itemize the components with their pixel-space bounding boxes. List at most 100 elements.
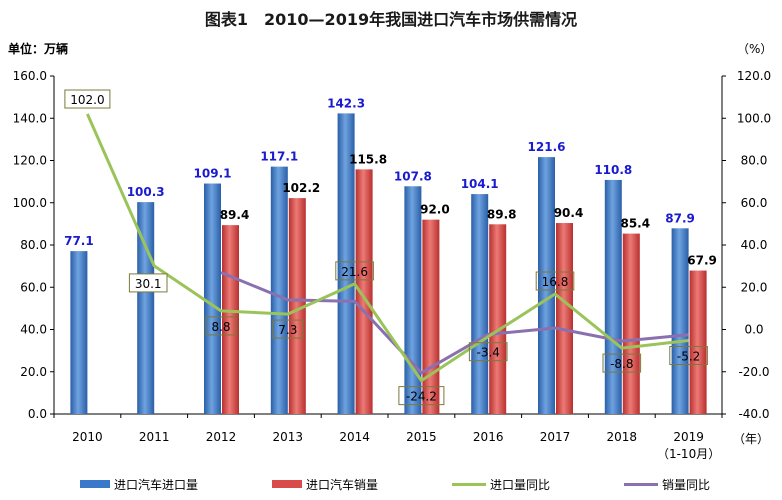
x-tick-label: 2015 bbox=[406, 430, 437, 444]
import-volume-bar bbox=[270, 166, 288, 414]
sales-volume-bar bbox=[422, 219, 440, 414]
right-tick-label: -20.0 bbox=[738, 365, 769, 379]
import-volume-label: 109.1 bbox=[194, 167, 232, 181]
import-volume-bar bbox=[404, 186, 422, 414]
import-yoy-line bbox=[86, 113, 689, 383]
legend-label-sales-yoy: 销量同比 bbox=[662, 477, 711, 492]
legend-label-import-yoy: 进口量同比 bbox=[490, 477, 551, 492]
import-yoy-label-box bbox=[602, 353, 642, 373]
import-yoy-label: -3.4 bbox=[476, 346, 499, 360]
left-axis-unit: 单位：万辆 bbox=[8, 42, 69, 56]
import-yoy-label: 8.8 bbox=[211, 320, 230, 334]
sales-volume-bar bbox=[355, 169, 373, 414]
import-yoy-label: -8.8 bbox=[610, 357, 633, 371]
import-yoy-label: 7.3 bbox=[278, 323, 297, 337]
right-tick-label: 80.0 bbox=[741, 154, 768, 168]
right-tick-label: -40.0 bbox=[738, 407, 769, 421]
right-tick-label: 120.0 bbox=[737, 69, 771, 83]
left-tick-label: 0.0 bbox=[28, 407, 47, 421]
left-tick-label: 80.0 bbox=[20, 238, 47, 252]
left-tick-label: 20.0 bbox=[20, 365, 47, 379]
x-tick-label: 2014 bbox=[339, 430, 370, 444]
sales-volume-label: 90.4 bbox=[554, 206, 584, 220]
import-yoy-label-box bbox=[398, 386, 445, 406]
x-tick-label: 2018 bbox=[607, 430, 638, 444]
legend-import-volume: 进口汽车进口量 bbox=[80, 476, 198, 492]
right-tick-label: 60.0 bbox=[741, 196, 768, 210]
sales-volume-bar bbox=[489, 224, 507, 414]
import-yoy-label: 21.6 bbox=[341, 265, 368, 279]
import-volume-bar bbox=[538, 157, 555, 414]
import-yoy-label-box bbox=[468, 342, 508, 362]
import-yoy-label-box bbox=[535, 271, 575, 291]
right-tick-label: 100.0 bbox=[737, 111, 771, 125]
import-yoy-label: 16.8 bbox=[542, 275, 569, 289]
import-yoy-label: -24.2 bbox=[406, 390, 437, 404]
left-tick-label: 120.0 bbox=[13, 154, 47, 168]
x-tick-label: 2011 bbox=[139, 430, 170, 444]
right-axis-unit: （%） bbox=[737, 42, 773, 56]
import-volume-label: 117.1 bbox=[260, 150, 298, 164]
import-volume-label: 77.1 bbox=[64, 234, 94, 248]
left-tick-label: 160.0 bbox=[13, 69, 47, 83]
legend-swatch-sales-volume bbox=[272, 480, 302, 488]
legend-import-yoy: 进口量同比 bbox=[452, 476, 550, 492]
import-yoy-label-box bbox=[205, 316, 237, 336]
sales-volume-label: 67.9 bbox=[687, 254, 717, 268]
import-yoy-label-box bbox=[128, 273, 168, 293]
import-yoy-label-box bbox=[272, 319, 304, 339]
x-tick-sublabel: （1-10月） bbox=[657, 447, 720, 461]
sales-volume-label: 85.4 bbox=[620, 217, 650, 231]
import-yoy-label-box bbox=[669, 345, 708, 365]
import-volume-label: 121.6 bbox=[528, 140, 566, 154]
import-volume-bar bbox=[604, 179, 622, 414]
sales-volume-label: 102.2 bbox=[282, 181, 320, 195]
left-tick-label: 140.0 bbox=[13, 111, 47, 125]
import-volume-bar bbox=[471, 194, 489, 414]
left-tick-label: 40.0 bbox=[20, 323, 47, 337]
x-tick-label: 2016 bbox=[473, 430, 504, 444]
import-yoy-label-box bbox=[64, 89, 111, 109]
x-tick-label: 2012 bbox=[206, 430, 237, 444]
sales-volume-bar bbox=[288, 198, 306, 414]
x-axis-unit: （年） bbox=[733, 432, 770, 446]
import-volume-label: 142.3 bbox=[327, 96, 365, 110]
legend-sales-yoy: 销量同比 bbox=[624, 476, 710, 492]
import-yoy-label-box bbox=[335, 261, 374, 281]
right-tick-label: 40.0 bbox=[741, 238, 768, 252]
sales-volume-bar bbox=[556, 223, 573, 414]
import-volume-label: 100.3 bbox=[127, 185, 165, 199]
left-tick-label: 60.0 bbox=[20, 280, 47, 294]
x-tick-label: 2019 bbox=[673, 430, 704, 444]
sales-volume-label: 92.0 bbox=[420, 203, 450, 217]
legend-label-import-volume: 进口汽车进口量 bbox=[114, 477, 199, 492]
chart-title: 图表1 2010—2019年我国进口汽车市场供需情况 bbox=[204, 10, 578, 29]
import-volume-label: 104.1 bbox=[461, 177, 499, 191]
x-tick-label: 2010 bbox=[72, 430, 103, 444]
sales-volume-label: 89.4 bbox=[220, 208, 250, 222]
sales-volume-label: 89.8 bbox=[487, 207, 517, 221]
sales-volume-label: 115.8 bbox=[349, 152, 387, 166]
x-tick-label: 2013 bbox=[273, 430, 304, 444]
import-volume-bar bbox=[204, 183, 221, 414]
import-yoy-label: -5.2 bbox=[677, 349, 700, 363]
import-yoy-label: 102.0 bbox=[70, 93, 104, 107]
legend-sales-volume: 进口汽车销量 bbox=[272, 476, 378, 492]
left-tick-label: 100.0 bbox=[13, 196, 47, 210]
combo-chart: 0.0 20.0 40.0 60.0 80.0 100.0 120.0 140.0 160.0 -… bbox=[13, 69, 772, 461]
import-volume-label: 87.9 bbox=[665, 211, 695, 225]
legend-label-sales-volume: 进口汽车销量 bbox=[306, 477, 379, 492]
legend-swatch-sales-yoy bbox=[624, 482, 658, 486]
import-yoy-label: 30.1 bbox=[135, 277, 162, 291]
right-tick-label: 0.0 bbox=[744, 323, 763, 337]
import-volume-bar bbox=[671, 228, 689, 414]
legend-swatch-import-volume bbox=[80, 480, 110, 488]
sales-volume-bar bbox=[622, 233, 640, 414]
import-volume-bar bbox=[337, 113, 355, 415]
sales-volume-bar bbox=[222, 225, 239, 414]
x-tick-label: 2017 bbox=[540, 430, 571, 444]
import-volume-label: 107.8 bbox=[394, 169, 432, 183]
import-volume-bar bbox=[70, 251, 88, 414]
legend-swatch-import-yoy bbox=[452, 482, 486, 486]
sales-volume-bar bbox=[689, 270, 707, 414]
